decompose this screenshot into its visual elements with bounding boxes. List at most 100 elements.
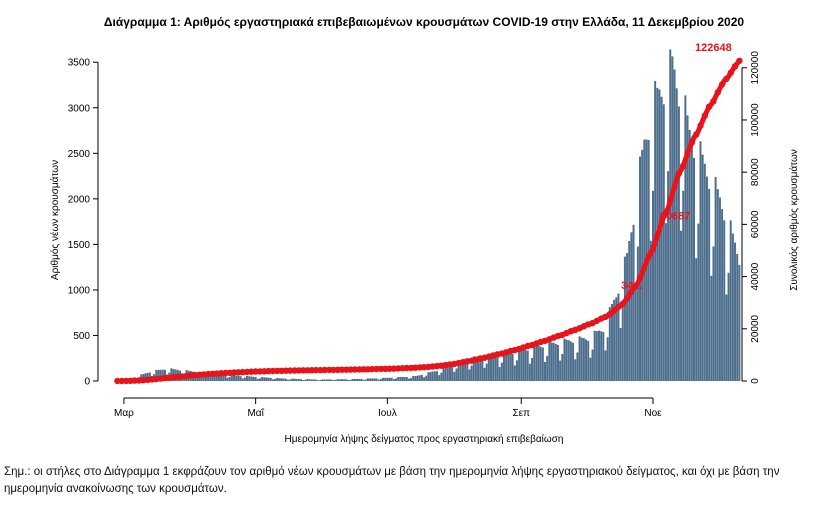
y-left-tick-label: 3500: [68, 58, 91, 69]
cumulative-point: [705, 103, 713, 110]
bar: [144, 373, 147, 381]
bar: [718, 197, 721, 381]
bar: [377, 379, 380, 381]
cumulative-point: [680, 162, 687, 169]
bar: [319, 380, 322, 381]
bar: [701, 154, 704, 381]
bar: [453, 371, 456, 381]
cumulative-point: [623, 295, 631, 302]
bar: [366, 378, 369, 381]
bar: [554, 343, 557, 381]
cumulative-point: [619, 300, 626, 308]
bar: [731, 233, 734, 381]
cumulative-labels: 34... 60687 122648: [621, 42, 732, 292]
bar: [669, 49, 672, 382]
bar: [312, 379, 315, 381]
bar: [585, 339, 588, 381]
bar-series: [118, 49, 741, 382]
bar: [403, 376, 406, 381]
bar: [576, 352, 579, 381]
bar: [509, 353, 512, 381]
bar: [345, 379, 348, 381]
bar: [500, 362, 503, 381]
cumulative-point: [693, 131, 700, 138]
bar: [677, 106, 680, 381]
bar: [524, 349, 527, 381]
bar: [649, 240, 652, 381]
bar: [375, 378, 378, 381]
bar: [485, 363, 488, 381]
y-axis-left-label: Αριθμός νέων κρουσμάτων: [49, 160, 61, 280]
bar: [533, 344, 536, 381]
x-tick-label: Ιουλ: [378, 408, 397, 419]
cumulative-point: [727, 69, 734, 77]
bar: [712, 246, 715, 381]
bar: [250, 376, 253, 381]
bar: [643, 139, 646, 381]
bar: [295, 378, 298, 381]
cumulative-point: [632, 282, 639, 290]
bar: [407, 378, 410, 381]
bar: [535, 345, 538, 381]
bar: [148, 372, 151, 381]
bar: [703, 163, 706, 381]
footnote: Σημ.: οι στήλες στο Διάγραμμα 1 εκφράζου…: [4, 466, 780, 495]
bar: [587, 340, 590, 381]
chart-title: Διάγραμμα 1: Αριθμός εργαστηριακά επιβεβ…: [104, 15, 744, 29]
bar: [600, 331, 603, 381]
bar: [636, 246, 639, 381]
bar: [518, 348, 521, 381]
bar: [714, 176, 717, 381]
bar: [353, 378, 356, 381]
bar: [520, 349, 523, 381]
bar: [468, 369, 471, 381]
bar: [258, 378, 261, 381]
bar: [401, 376, 404, 381]
bar: [464, 360, 467, 381]
bar: [388, 377, 391, 381]
cumulative-point: [628, 288, 635, 295]
bar: [410, 377, 413, 381]
y-left-tick-label: 2000: [68, 194, 91, 205]
y-axis-right-label: Συνολικός αριθμός κρουσμάτων: [788, 149, 800, 291]
bar: [328, 379, 331, 381]
y-left-tick-label: 500: [73, 331, 90, 342]
y-right-tick-label: 20000: [750, 314, 761, 342]
bar: [338, 379, 341, 381]
bar: [330, 379, 333, 381]
cumulative-point: [675, 170, 683, 177]
cumulative-point: [649, 245, 657, 253]
bar: [256, 378, 259, 381]
cumulative-point: [731, 63, 739, 70]
bar: [526, 350, 529, 381]
bar: [727, 272, 730, 381]
bar: [360, 378, 363, 381]
bar: [502, 351, 505, 381]
bar: [228, 376, 231, 381]
bar: [537, 345, 540, 381]
bar: [230, 374, 233, 381]
bar: [569, 341, 572, 381]
bar: [382, 377, 385, 381]
bar: [556, 344, 559, 381]
bar: [269, 377, 272, 381]
bar: [632, 224, 635, 381]
bar: [522, 349, 525, 381]
bar: [639, 156, 642, 381]
bar: [602, 331, 605, 381]
bar: [418, 375, 421, 381]
bar: [457, 360, 460, 381]
bar: [379, 379, 382, 381]
bar: [693, 157, 696, 381]
bar: [196, 376, 199, 381]
bar: [716, 189, 719, 381]
bar: [420, 374, 423, 381]
bar: [395, 378, 397, 381]
bar: [736, 254, 739, 381]
bar: [274, 378, 277, 381]
bar: [461, 360, 464, 381]
cumulative-point: [610, 307, 618, 314]
bar: [334, 379, 337, 381]
bar: [580, 337, 583, 381]
cumulative-label: 60687: [660, 211, 691, 223]
